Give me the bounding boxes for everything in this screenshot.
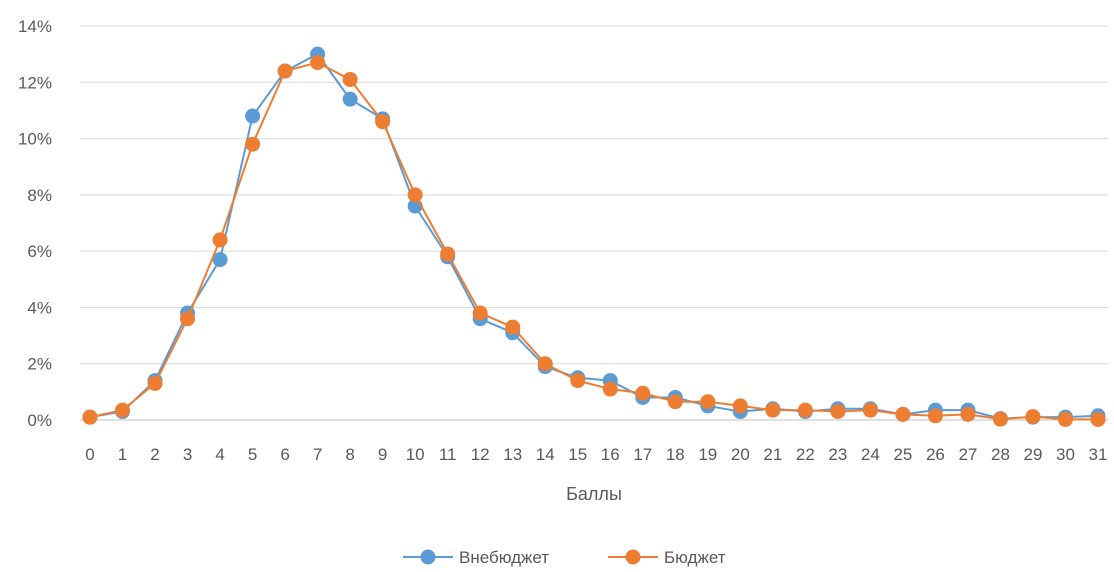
y-axis-ticks: 0% 2% 4% 6% 8% 10% 12% 14% [18,17,52,430]
x-tick-label: 6 [280,445,289,464]
data-point [1025,409,1041,425]
x-tick-label: 1 [118,445,127,464]
data-point [180,311,196,327]
x-tick-label: 11 [439,445,457,464]
data-point [797,402,813,418]
data-point [830,404,846,420]
x-tick-label: 5 [248,445,257,464]
x-tick-label: 26 [926,445,945,464]
x-tick-label: 24 [861,445,880,464]
x-tick-label: 28 [991,445,1010,464]
x-tick-label: 29 [1024,445,1043,464]
legend-label: Бюджет [664,548,726,567]
data-point [602,381,618,397]
x-tick-label: 0 [85,445,94,464]
data-point [732,398,748,414]
x-tick-label: 4 [215,445,224,464]
y-tick-label: 2% [27,355,52,374]
data-point [992,411,1008,427]
gridlines [80,25,1108,421]
series-line [89,61,1098,421]
y-tick-label: 0% [27,411,52,430]
data-point [927,408,943,424]
x-tick-label: 7 [313,445,322,464]
data-point [245,136,261,152]
series-1 [82,46,1106,427]
data-point [82,409,98,425]
data-point [537,356,553,372]
x-tick-label: 31 [1089,445,1108,464]
data-point [570,373,586,389]
x-tick-label: 25 [893,445,912,464]
data-point [472,305,488,321]
series-2 [82,55,1106,427]
data-point [375,114,391,130]
data-point [505,319,521,335]
data-point [212,232,228,248]
x-tick-label: 21 [763,445,782,464]
data-point [245,108,261,124]
x-tick-label: 9 [378,445,387,464]
data-point [407,187,423,203]
data-point [342,71,358,87]
data-point [1057,411,1073,427]
x-tick-label: 27 [958,445,977,464]
x-axis-ticks: 0 1 2 3 4 5 6 7 8 9 10 11 12 13 14 15 16 17 18 19 20 21 22 23 24… [85,445,1107,464]
x-tick-label: 23 [828,445,847,464]
data-point [862,402,878,418]
x-tick-label: 14 [536,445,555,464]
x-tick-label: 22 [796,445,815,464]
legend-item: Внебюджет [403,548,549,567]
data-point [440,246,456,262]
data-point [342,91,358,107]
legend-marker [625,549,641,565]
data-point [310,55,326,71]
data-point [1090,411,1106,427]
legend: Внебюджет Бюджет [403,548,726,567]
x-tick-label: 8 [345,445,354,464]
y-tick-label: 6% [27,242,52,261]
x-tick-label: 2 [150,445,159,464]
data-point [635,385,651,401]
x-tick-label: 12 [471,445,490,464]
data-point [147,375,163,391]
data-point [667,394,683,410]
data-point [765,402,781,418]
x-tick-label: 3 [183,445,192,464]
legend-marker [420,549,436,565]
series-lines [82,46,1106,427]
x-tick-label: 18 [666,445,685,464]
legend-label: Внебюджет [459,548,549,567]
y-tick-label: 10% [18,130,52,149]
x-tick-label: 19 [698,445,717,464]
x-tick-label: 15 [568,445,587,464]
data-point [212,252,228,268]
x-tick-label: 16 [601,445,620,464]
x-tick-label: 13 [503,445,522,464]
data-point [960,406,976,422]
x-tick-label: 17 [633,445,652,464]
legend-item: Бюджет [608,548,726,567]
data-point [115,402,131,418]
data-point [895,406,911,422]
data-point [277,63,293,79]
x-axis-title: Баллы [566,484,622,504]
y-tick-label: 4% [27,298,52,317]
x-tick-label: 30 [1056,445,1075,464]
x-tick-label: 10 [406,445,425,464]
x-tick-label: 20 [731,445,750,464]
y-tick-label: 14% [18,17,52,36]
y-tick-label: 8% [27,186,52,205]
y-tick-label: 12% [18,73,52,92]
data-point [700,394,716,410]
